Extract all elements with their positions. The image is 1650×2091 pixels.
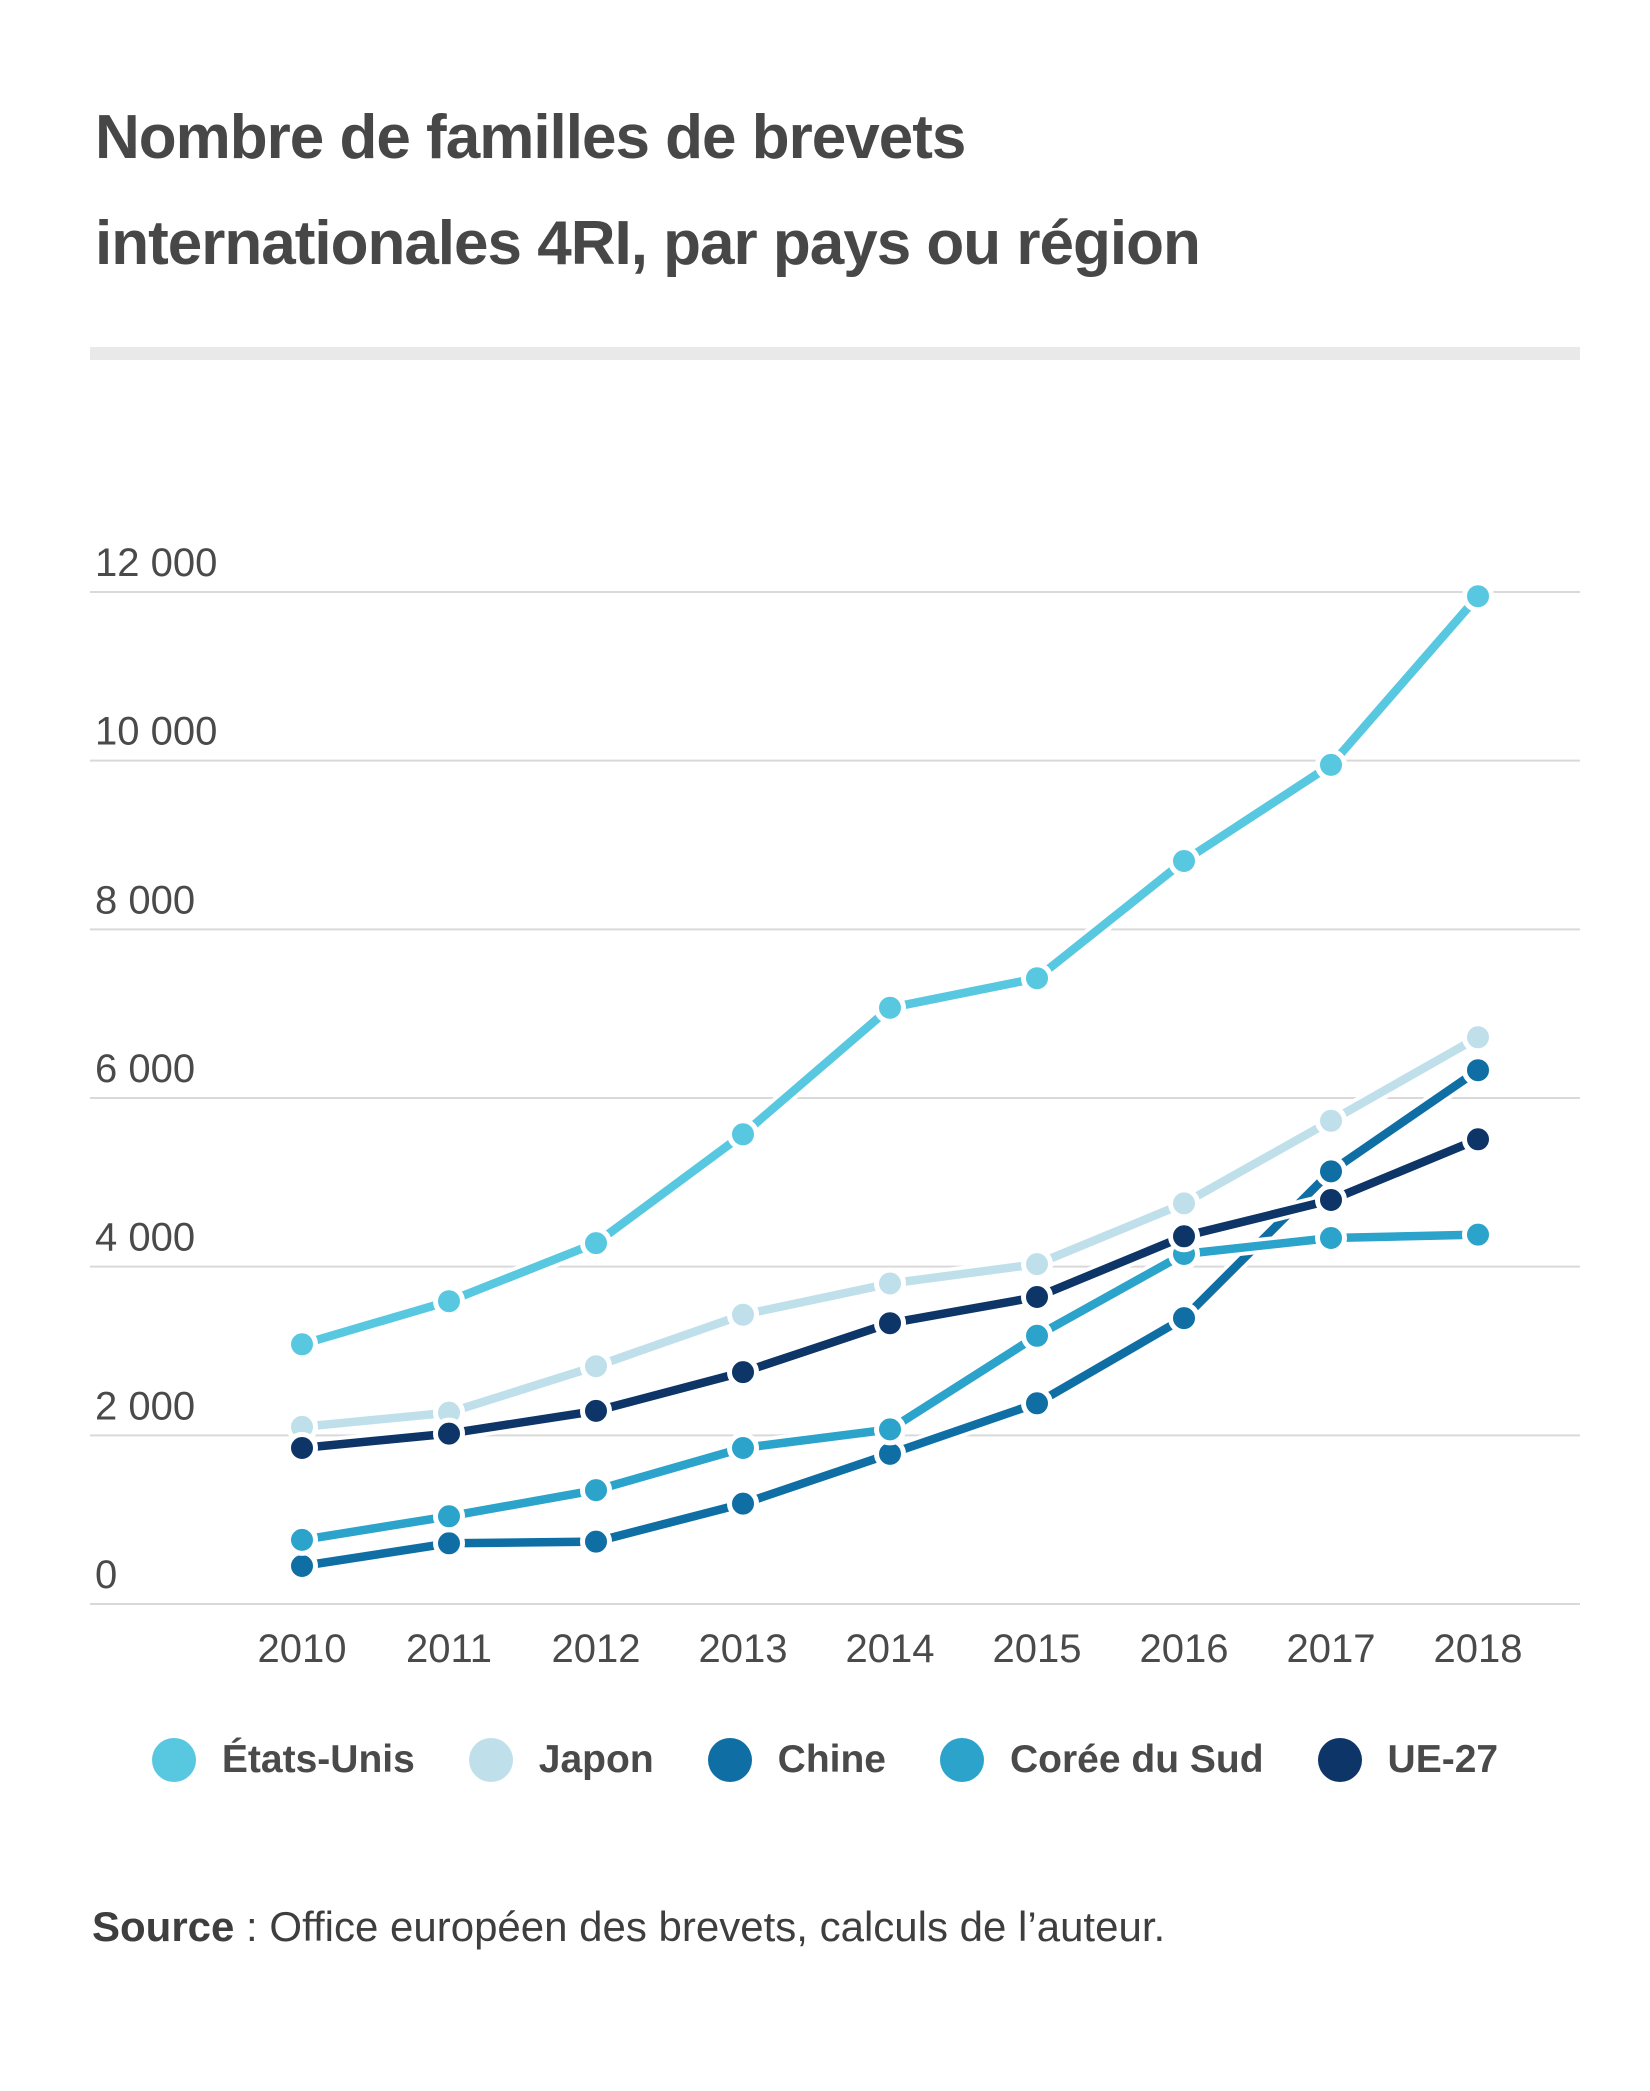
data-point — [874, 1267, 906, 1300]
data-point — [1315, 1155, 1347, 1188]
data-point — [727, 1432, 759, 1464]
y-axis-tick-label: 10 000 — [95, 710, 217, 754]
data-point — [1315, 1184, 1347, 1216]
series-line-casing — [294, 1029, 1486, 1435]
x-axis-tick-label: 2015 — [993, 1627, 1082, 1671]
title-divider — [90, 347, 1580, 360]
legend-label: Japon — [538, 1738, 654, 1781]
data-point — [433, 1285, 465, 1318]
data-point — [1462, 1218, 1494, 1251]
legend-item: États-Unis — [151, 1738, 415, 1782]
page-title-line2: internationales 4RI, par pays ou région — [95, 209, 1201, 278]
series-line — [297, 1033, 1483, 1432]
x-axis-tick-label: 2011 — [406, 1627, 492, 1671]
series-line-casing — [294, 588, 1486, 1353]
data-point — [1315, 748, 1347, 781]
legend-dot-icon — [1317, 1738, 1362, 1782]
source-label: Source — [92, 1903, 235, 1950]
legend-item: Corée du Sud — [940, 1738, 1264, 1782]
series-line — [297, 591, 1483, 1349]
chart-legend: États-Unis Japon Chine Corée du Sud UE-27 — [0, 1738, 1650, 1782]
y-axis-tick-label: 12 000 — [95, 541, 217, 585]
data-point — [1168, 1302, 1200, 1335]
data-point — [1315, 1222, 1347, 1254]
y-axis-tick-label: 2 000 — [95, 1384, 195, 1428]
data-point — [286, 1328, 318, 1361]
data-point — [433, 1417, 465, 1450]
data-point — [1021, 1319, 1053, 1352]
x-axis-tick-label: 2018 — [1434, 1627, 1523, 1671]
data-point — [874, 1413, 906, 1446]
data-point — [580, 1394, 612, 1427]
y-axis-tick-label: 0 — [95, 1553, 117, 1597]
chart-area: 0 2 000 4 000 6 000 8 000 10 000 12 000 2010 201… — [90, 520, 1580, 1690]
legend-dot-icon — [707, 1738, 752, 1782]
x-axis-tick-label: 2013 — [699, 1627, 788, 1671]
data-point — [286, 1523, 318, 1556]
x-axis-tick-label: 2016 — [1140, 1627, 1229, 1671]
y-axis-tick-label: 8 000 — [95, 878, 195, 922]
data-point — [1021, 1387, 1053, 1420]
page-title: Nombre de familles de brevets internatio… — [95, 85, 1555, 297]
data-point — [1168, 1187, 1200, 1220]
y-axis-tick-label: 4 000 — [95, 1216, 195, 1260]
x-axis-tick-label: 2010 — [258, 1627, 347, 1671]
data-point — [874, 991, 906, 1024]
data-point — [727, 1356, 759, 1389]
data-point — [580, 1350, 612, 1383]
line-chart-svg: 0 2 000 4 000 6 000 8 000 10 000 12 000 2010 201… — [90, 541, 1580, 1671]
legend-dot-icon — [468, 1738, 513, 1782]
data-point — [580, 1525, 612, 1558]
x-axis-tick-label: 2017 — [1287, 1627, 1376, 1671]
data-point — [727, 1487, 759, 1520]
data-point — [1315, 1104, 1347, 1137]
data-point — [1021, 962, 1053, 995]
data-point — [1462, 1021, 1494, 1054]
data-point — [433, 1500, 465, 1533]
x-axis-tick-label: 2012 — [552, 1627, 641, 1671]
data-point — [727, 1118, 759, 1151]
legend-dot-icon — [151, 1738, 196, 1782]
data-point — [286, 1432, 318, 1464]
data-point — [286, 1550, 318, 1582]
data-point — [580, 1227, 612, 1260]
y-axis-tick-label: 6 000 — [95, 1047, 195, 1091]
legend-item: Chine — [707, 1738, 886, 1782]
data-point — [727, 1298, 759, 1331]
data-point — [1021, 1248, 1053, 1281]
page-title-line1: Nombre de familles de brevets — [95, 103, 966, 172]
legend-dot-icon — [940, 1738, 984, 1782]
data-point — [1462, 1123, 1494, 1156]
data-point — [1462, 580, 1494, 613]
legend-label: UE-27 — [1387, 1738, 1499, 1781]
x-axis-tick-label: 2014 — [846, 1627, 935, 1671]
legend-label: Corée du Sud — [1010, 1738, 1264, 1781]
data-point — [433, 1527, 465, 1560]
data-point — [1168, 845, 1200, 877]
source-note: Source : Office européen des brevets, ca… — [92, 1903, 1165, 1951]
legend-label: États-Unis — [221, 1738, 415, 1781]
data-point — [1021, 1281, 1053, 1313]
data-point — [1462, 1054, 1494, 1087]
data-point — [874, 1307, 906, 1340]
legend-item: Japon — [468, 1738, 654, 1782]
source-text: : Office européen des brevets, calculs d… — [234, 1903, 1166, 1950]
legend-label: Chine — [777, 1738, 886, 1781]
data-point — [580, 1474, 612, 1507]
legend-item: UE-27 — [1317, 1738, 1499, 1782]
data-point — [1168, 1220, 1200, 1253]
